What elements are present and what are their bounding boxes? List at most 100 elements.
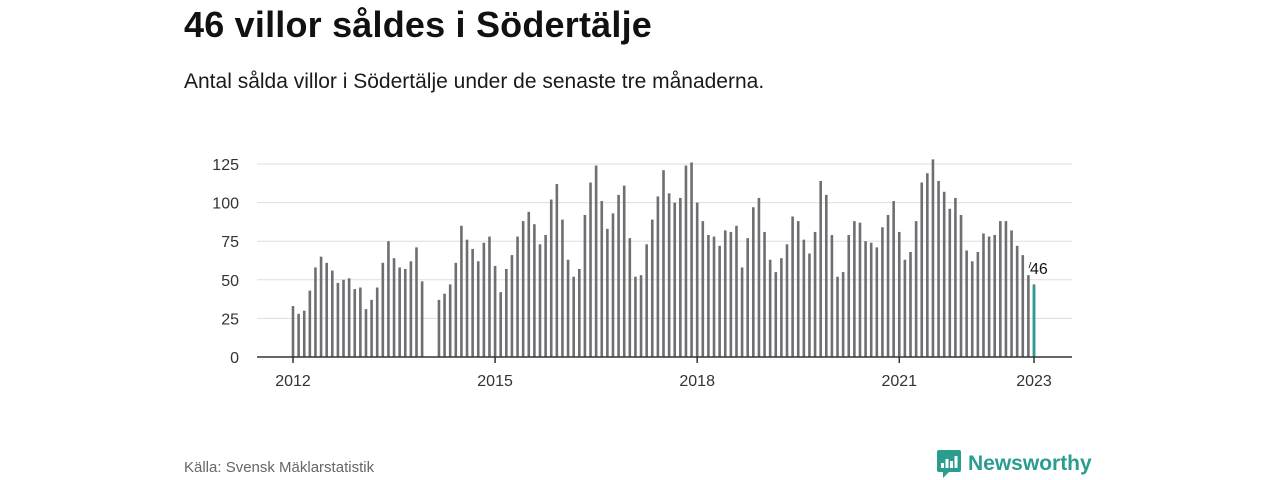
bar bbox=[577, 268, 581, 357]
bar bbox=[606, 228, 609, 357]
bar bbox=[314, 267, 317, 357]
bar bbox=[420, 281, 424, 357]
bar bbox=[454, 262, 458, 357]
bar bbox=[897, 231, 901, 357]
y-tick-label: 50 bbox=[221, 273, 239, 290]
bar bbox=[796, 221, 800, 357]
x-tick-label: 2015 bbox=[477, 373, 513, 390]
chart-title: 46 villor såldes i Södertälje bbox=[184, 4, 653, 45]
bar bbox=[768, 259, 772, 357]
bar bbox=[347, 278, 351, 357]
bar bbox=[387, 241, 390, 357]
bar bbox=[364, 309, 368, 357]
bar bbox=[892, 201, 895, 357]
bar bbox=[583, 214, 587, 357]
bar bbox=[864, 241, 867, 357]
bar bbox=[746, 238, 750, 357]
bar bbox=[673, 202, 677, 357]
bar bbox=[813, 231, 817, 357]
bar bbox=[375, 287, 379, 357]
bar bbox=[942, 191, 946, 357]
bar bbox=[841, 272, 845, 357]
brand-name: Newsworthy bbox=[968, 452, 1092, 475]
bar bbox=[476, 261, 480, 357]
bar bbox=[1021, 255, 1025, 357]
bar bbox=[330, 270, 334, 357]
bar bbox=[656, 196, 660, 357]
bar bbox=[926, 173, 929, 357]
bar bbox=[853, 221, 856, 357]
bar bbox=[291, 306, 295, 357]
bar bbox=[903, 259, 907, 357]
bar bbox=[993, 235, 997, 357]
bar-chart: 0 25 50 75 100 125 46 2012 2015 2018 2021 2023 bbox=[212, 157, 1072, 390]
bar bbox=[617, 194, 620, 357]
bar bbox=[359, 287, 362, 357]
bar bbox=[325, 262, 328, 357]
bar bbox=[723, 230, 727, 357]
bar bbox=[622, 185, 626, 357]
bar bbox=[493, 265, 497, 357]
bar bbox=[370, 299, 373, 357]
bar bbox=[785, 244, 789, 357]
bar bbox=[392, 258, 396, 357]
bar bbox=[302, 310, 306, 357]
y-tick-label: 100 bbox=[212, 196, 239, 213]
bar bbox=[600, 201, 604, 357]
bar bbox=[729, 231, 733, 357]
bar bbox=[443, 293, 446, 357]
bar bbox=[589, 182, 592, 357]
bar bbox=[634, 276, 637, 357]
x-tick-label: 2018 bbox=[679, 373, 715, 390]
y-tick-label: 25 bbox=[221, 311, 239, 328]
bar bbox=[628, 238, 632, 357]
bar bbox=[471, 248, 474, 357]
bar bbox=[403, 268, 407, 357]
y-tick-label: 0 bbox=[230, 350, 239, 367]
bar bbox=[931, 159, 935, 357]
bar bbox=[538, 244, 542, 357]
bar bbox=[774, 272, 778, 357]
bar bbox=[448, 284, 452, 357]
bar bbox=[353, 289, 357, 357]
bar bbox=[1004, 221, 1008, 357]
bar bbox=[594, 165, 598, 357]
bar bbox=[824, 194, 828, 357]
chart-subtitle: Antal sålda villor i Södertälje under de… bbox=[184, 70, 765, 93]
bar bbox=[830, 235, 834, 357]
bar bbox=[555, 184, 559, 357]
bar bbox=[970, 261, 974, 357]
y-tick-label: 75 bbox=[221, 234, 239, 251]
bar bbox=[780, 258, 783, 357]
bar bbox=[920, 182, 924, 357]
bar bbox=[533, 224, 536, 357]
bar bbox=[499, 292, 503, 357]
bar bbox=[505, 268, 508, 357]
bar bbox=[937, 180, 940, 357]
bar bbox=[752, 207, 755, 357]
bar bbox=[690, 162, 693, 357]
bar bbox=[982, 233, 985, 357]
newsworthy-logo-icon bbox=[937, 450, 961, 478]
x-tick-label: 2012 bbox=[275, 373, 311, 390]
bar bbox=[740, 267, 744, 357]
bar bbox=[639, 275, 643, 357]
bar bbox=[914, 221, 918, 357]
bar bbox=[409, 261, 413, 357]
bar bbox=[684, 165, 688, 357]
bar bbox=[808, 253, 811, 357]
bar bbox=[297, 313, 300, 357]
bar bbox=[802, 239, 806, 357]
bar bbox=[999, 221, 1002, 357]
bar bbox=[437, 299, 441, 357]
bar bbox=[381, 262, 385, 357]
brand-logo: Newsworthy bbox=[936, 448, 1092, 480]
bar bbox=[791, 216, 794, 357]
bar bbox=[667, 193, 671, 357]
bar bbox=[858, 222, 862, 357]
bar bbox=[662, 170, 665, 357]
x-tick-label: 2021 bbox=[881, 373, 917, 390]
bar bbox=[1010, 230, 1013, 357]
bar bbox=[909, 252, 912, 357]
bar bbox=[735, 225, 738, 357]
